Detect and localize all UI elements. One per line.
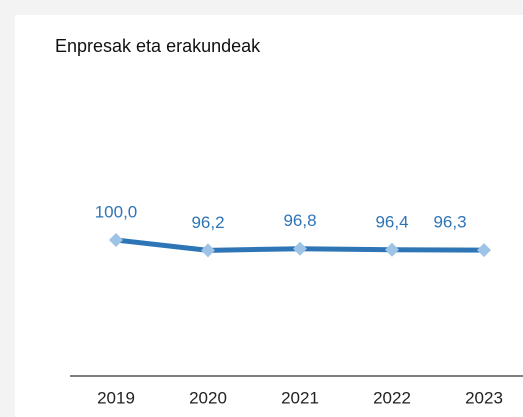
- x-tick-label: 2021: [281, 388, 319, 407]
- x-tick-label: 2019: [97, 388, 135, 407]
- x-tick-label: 2022: [373, 388, 411, 407]
- data-label: 96,2: [191, 213, 224, 232]
- marker: [293, 241, 307, 256]
- card: [15, 15, 523, 417]
- x-tick-label: 2023: [465, 388, 503, 407]
- data-label: 96,3: [433, 213, 466, 232]
- marker: [201, 243, 215, 258]
- data-label: 96,4: [375, 212, 408, 231]
- data-label: 96,8: [283, 211, 316, 230]
- marker: [109, 233, 123, 247]
- x-tick-label: 2020: [189, 388, 227, 407]
- marker: [477, 243, 491, 258]
- data-label: 100,0: [95, 202, 138, 221]
- chart-title: Enpresak eta erakundeak: [55, 36, 261, 56]
- marker: [385, 242, 399, 257]
